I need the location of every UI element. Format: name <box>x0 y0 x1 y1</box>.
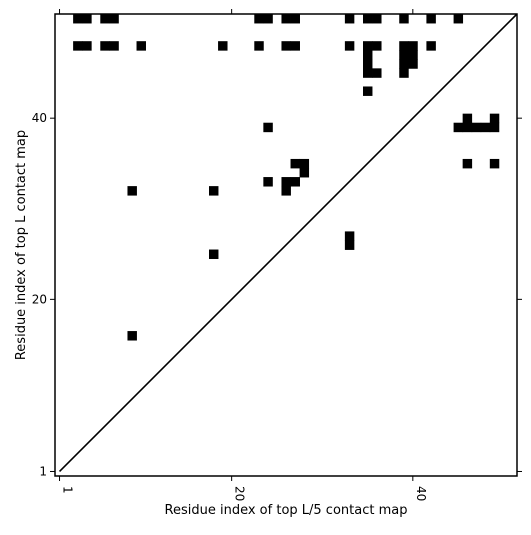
contact-cell-top-l <box>399 41 409 51</box>
contact-cell-top-l5 <box>281 177 291 187</box>
contact-cell-top-l <box>363 68 373 78</box>
contact-cell-top-l <box>426 41 436 51</box>
contact-cell-top-l5 <box>263 177 273 187</box>
contact-cell-top-l5 <box>489 122 500 133</box>
contact-cell-top-l5 <box>209 186 219 196</box>
contact-cell-top-l5 <box>480 122 491 133</box>
contact-cell-top-l <box>100 41 110 51</box>
contact-cell-top-l <box>426 14 436 24</box>
ticks-layer: 1 20 40 1 20 40 <box>32 9 522 501</box>
contact-cell-top-l5 <box>471 122 482 133</box>
contact-cell-top-l <box>363 50 373 60</box>
contact-cell-top-l <box>408 59 418 69</box>
contact-cell-top-l <box>399 59 409 69</box>
contact-cell-top-l <box>136 41 146 51</box>
contact-cell-top-l <box>344 41 355 51</box>
contact-cell-top-l <box>100 14 110 24</box>
contact-cell-top-l <box>290 14 300 24</box>
contact-cell-top-l5 <box>489 113 500 124</box>
contact-cell-top-l <box>399 50 409 60</box>
contact-cell-top-l5 <box>462 122 473 133</box>
x-tick-label: 1 <box>61 486 75 494</box>
y-tick-label: 1 <box>39 464 47 478</box>
contact-cell-top-l <box>372 14 382 24</box>
contact-cell-top-l5 <box>127 186 137 196</box>
contact-cell-top-l <box>453 14 464 24</box>
contact-cell-top-l <box>363 59 373 69</box>
contact-cell-top-l5 <box>290 177 300 187</box>
contact-cell-top-l5 <box>462 113 473 124</box>
contact-cell-top-l <box>344 14 355 24</box>
contact-cell-top-l5 <box>281 186 291 196</box>
y-tick-label: 20 <box>32 292 47 306</box>
contact-cell-top-l <box>290 41 300 51</box>
contact-cell-top-l5 <box>290 158 300 169</box>
plot-frame <box>54 13 518 477</box>
contact-cell-top-l <box>372 41 382 51</box>
contact-cell-top-l5 <box>489 158 500 169</box>
contact-cell-top-l5 <box>344 231 355 241</box>
contact-cell-top-l5 <box>344 240 355 250</box>
contact-cell-top-l <box>109 41 119 51</box>
contact-cell-top-l5 <box>299 168 310 178</box>
contact-cell-top-l <box>363 86 373 96</box>
contact-cell-top-l <box>263 14 273 24</box>
contact-cell-top-l <box>363 41 373 51</box>
x-axis-label: Residue index of top L/5 contact map <box>165 503 408 518</box>
contact-cell-top-l <box>399 68 409 78</box>
contact-cell-top-l <box>363 14 373 24</box>
diagonal-line <box>58 13 518 473</box>
contact-cell-top-l5 <box>263 122 273 133</box>
contact-cell-top-l <box>254 14 264 24</box>
contact-cell-top-l <box>372 68 382 78</box>
contact-cell-top-l <box>82 14 92 24</box>
contact-cell-top-l5 <box>209 249 219 259</box>
contact-cell-top-l <box>399 14 409 24</box>
contact-cell-top-l5 <box>299 158 310 169</box>
cells-layer <box>73 14 500 341</box>
contact-cell-top-l5 <box>462 158 473 169</box>
x-tick-label: 20 <box>233 486 247 501</box>
contact-cell-top-l5 <box>453 122 464 133</box>
contact-cell-top-l <box>73 41 83 51</box>
contact-cell-top-l <box>109 14 119 24</box>
contact-cell-top-l5 <box>127 331 137 341</box>
contact-cell-top-l <box>254 41 264 51</box>
contact-cell-top-l <box>281 41 291 51</box>
contact-cell-top-l <box>281 14 291 24</box>
y-axis-label: Residue index of top L contact map <box>14 130 29 360</box>
contact-cell-top-l <box>408 50 418 60</box>
contact-cell-top-l <box>218 41 228 51</box>
y-tick-label: 40 <box>32 111 47 125</box>
contact-cell-top-l <box>408 41 418 51</box>
contact-cell-top-l <box>82 41 92 51</box>
contact-cell-top-l <box>73 14 83 24</box>
x-tick-label: 40 <box>414 486 428 501</box>
